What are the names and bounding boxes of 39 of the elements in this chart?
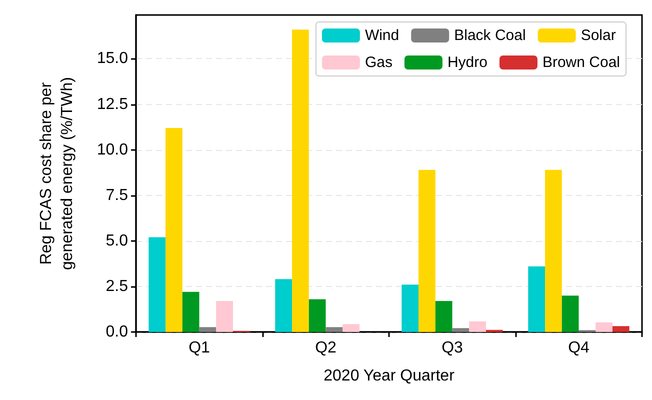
legend-label: Wind — [364, 27, 400, 44]
bar — [275, 279, 292, 332]
bar — [469, 321, 486, 332]
bar — [596, 322, 612, 332]
legend-label: Solar — [580, 27, 616, 44]
bar — [182, 292, 200, 332]
bar — [402, 284, 419, 332]
bar — [452, 328, 470, 332]
y-tick-label: 12.5 — [96, 96, 128, 113]
y-tick-label: 10.0 — [96, 141, 128, 158]
x-axis-title: 2020 Year Quarter — [324, 368, 456, 384]
bar — [326, 327, 343, 332]
legend-label: Brown Coal — [542, 54, 620, 71]
legend-label: Gas — [364, 54, 392, 71]
bar — [308, 299, 326, 332]
x-tick-label: Q4 — [568, 340, 590, 356]
bar — [562, 296, 579, 332]
bar — [148, 237, 166, 332]
y-tick-label: 2.5 — [106, 278, 128, 295]
bar — [418, 170, 436, 332]
y-tick-label: 0.0 — [106, 324, 128, 340]
bar — [528, 266, 546, 332]
bar — [435, 301, 452, 332]
y-axis-title: Reg FCAS cost share per generated energy (%/TWh) — [38, 77, 76, 270]
y-tick-label: 5.0 — [106, 232, 128, 250]
y-tick-label: 15.0 — [96, 50, 128, 68]
bar — [199, 327, 216, 332]
x-tick-label: Q3 — [442, 340, 464, 356]
legend-label: Hydro — [447, 54, 488, 71]
bar — [292, 30, 309, 332]
x-tick-label: Q2 — [315, 340, 337, 356]
bar — [166, 128, 182, 332]
bar — [216, 301, 233, 332]
x-tick-label: Q1 — [188, 340, 210, 356]
bar — [612, 326, 630, 332]
bar — [342, 324, 360, 332]
bar — [545, 170, 562, 332]
legend-label: Black Coal — [454, 27, 526, 44]
y-tick-label: 7.5 — [106, 186, 128, 204]
